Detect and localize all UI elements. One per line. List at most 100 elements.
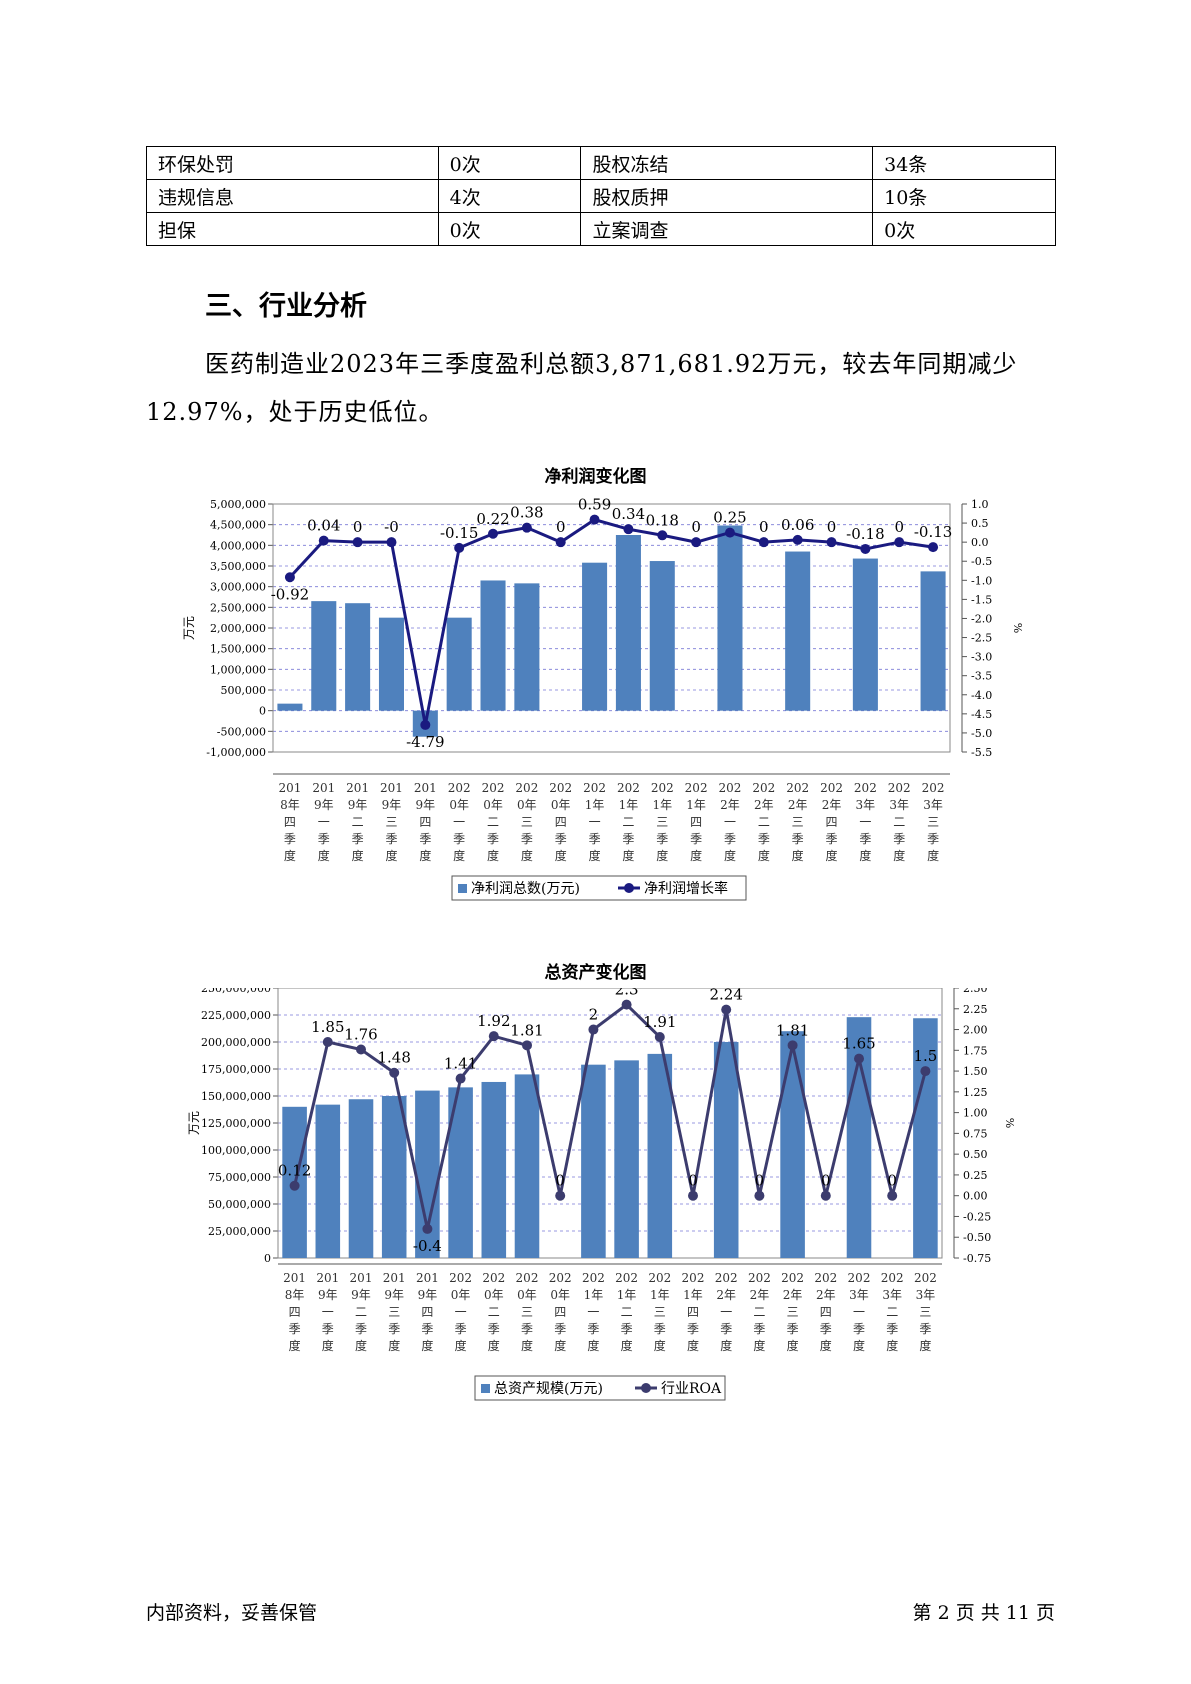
data-label: -0.4 xyxy=(413,1237,442,1255)
bar xyxy=(615,535,641,711)
data-label: 0.38 xyxy=(510,504,543,522)
x-tick-label: 一 xyxy=(455,1305,467,1319)
x-tick-label: 季 xyxy=(488,1322,500,1336)
bar xyxy=(514,1074,540,1258)
x-tick-label: 202 xyxy=(848,1271,871,1285)
table-row: 担保 0次 立案调查 0次 xyxy=(146,212,1056,246)
x-tick-label: 1年 xyxy=(652,798,672,812)
total-assets-chart: 250,000,000225,000,000200,000,000175,000… xyxy=(187,988,1016,1401)
line-point xyxy=(860,544,871,555)
chart-title: 总资产变化图 xyxy=(544,963,647,983)
y2-tick-label: 1.50 xyxy=(963,1065,988,1078)
x-tick-label: 二 xyxy=(621,1305,633,1319)
x-tick-label: 度 xyxy=(687,1338,699,1353)
bar xyxy=(780,1031,805,1258)
data-label: 0 xyxy=(827,518,837,536)
table-cell: 10条 xyxy=(872,179,1056,213)
x-tick-label: 度 xyxy=(792,848,804,863)
footer-confidential-note: 内部资料，妥善保管 xyxy=(146,1602,318,1624)
x-tick-label: 2年 xyxy=(720,798,740,812)
x-tick-label: 1年 xyxy=(585,798,605,812)
y-tick-label: 2,500,000 xyxy=(210,601,266,614)
x-tick-label: 2年 xyxy=(816,1288,836,1302)
line-point xyxy=(589,514,600,525)
x-tick-label: 四 xyxy=(826,815,838,829)
x-tick-label: 二 xyxy=(758,815,770,829)
data-label: -0 xyxy=(384,518,399,536)
x-tick-label: 202 xyxy=(449,1271,472,1285)
line-point xyxy=(318,535,329,546)
line-point xyxy=(422,1223,433,1234)
x-tick-label: 201 xyxy=(380,781,403,795)
y2-tick-label: -3.0 xyxy=(971,651,992,664)
table-cell: 股权质押 xyxy=(580,179,874,213)
line-point xyxy=(555,1190,566,1201)
bar xyxy=(647,1053,673,1258)
line-point xyxy=(724,527,735,538)
line-point xyxy=(454,542,465,553)
x-tick-label: 度 xyxy=(555,848,567,863)
x-tick-label: 一 xyxy=(587,1305,599,1319)
x-tick-label: 201 xyxy=(383,1271,406,1285)
x-tick-label: 季 xyxy=(421,1322,433,1336)
plot-frame xyxy=(272,503,951,753)
line-point xyxy=(688,1190,698,1201)
y2-tick-label: -0.50 xyxy=(963,1231,991,1244)
table-cell: 0次 xyxy=(437,146,582,180)
y2-tick-label: 0.5 xyxy=(971,517,989,530)
data-label: 0.06 xyxy=(781,516,814,534)
line-point xyxy=(623,524,634,535)
x-tick-label: 季 xyxy=(355,1322,367,1336)
x-tick-label: 202 xyxy=(482,1271,505,1285)
line-point xyxy=(654,1032,665,1043)
y-tick-label: 3,000,000 xyxy=(210,581,266,594)
x-tick-label: 202 xyxy=(583,781,606,795)
x-tick-label: 度 xyxy=(352,848,364,863)
x-tick-label: 202 xyxy=(549,1271,572,1285)
line-point xyxy=(721,1004,732,1015)
y-tick-label: 1,000,000 xyxy=(210,663,266,676)
y-tick-label: 3,500,000 xyxy=(210,560,266,573)
data-label: 0 xyxy=(759,518,769,536)
bar xyxy=(852,558,878,711)
x-tick-label: 四 xyxy=(555,815,567,829)
x-tick-label: 三 xyxy=(654,1305,666,1319)
x-tick-label: 度 xyxy=(521,848,533,863)
x-tick-label: 度 xyxy=(388,1338,400,1353)
line-point xyxy=(928,542,939,553)
x-tick-label: 季 xyxy=(521,1322,533,1336)
bar xyxy=(582,562,608,711)
x-tick-label: 三 xyxy=(388,1305,400,1319)
x-tick-label: 9年 xyxy=(348,798,368,812)
line-point xyxy=(787,1040,798,1051)
x-tick-label: 度 xyxy=(656,848,668,863)
x-tick-label: 季 xyxy=(289,1322,301,1336)
line-point xyxy=(754,1190,765,1201)
x-tick-label: 202 xyxy=(582,1271,605,1285)
x-tick-label: 202 xyxy=(682,1271,705,1285)
bar xyxy=(480,580,506,711)
bar xyxy=(381,1096,407,1258)
y2-tick-label: -4.5 xyxy=(971,708,992,721)
y2-tick-label: -1.5 xyxy=(971,593,992,606)
x-tick-label: 202 xyxy=(549,781,572,795)
analysis-paragraph: 医药制造业2023年三季度盈利总额3,871,681.92万元，较去年同期减少1… xyxy=(146,350,1018,426)
table-cell: 4次 xyxy=(437,179,582,213)
data-label: -0.13 xyxy=(914,523,952,541)
data-label: 2 xyxy=(589,1006,599,1024)
y-tick-label: -500,000 xyxy=(217,725,266,738)
x-tick-label: 0年 xyxy=(517,798,537,812)
x-tick-label: 202 xyxy=(719,781,742,795)
line-point xyxy=(657,530,668,541)
x-tick-label: 度 xyxy=(859,848,871,863)
x-tick-label: 0年 xyxy=(449,798,469,812)
data-label: 0.12 xyxy=(278,1162,311,1180)
x-tick-label: 季 xyxy=(893,832,905,846)
x-tick-label: 202 xyxy=(781,1271,804,1285)
line-point xyxy=(522,1040,532,1051)
line-point xyxy=(758,537,769,548)
x-tick-label: 季 xyxy=(656,832,668,846)
bar xyxy=(446,617,472,711)
risk-info-table: 环保处罚 0次 股权冻结 34条 违规信息 4次 股权质押 10条 担保 0次 … xyxy=(146,146,1056,246)
series-line xyxy=(288,518,934,726)
